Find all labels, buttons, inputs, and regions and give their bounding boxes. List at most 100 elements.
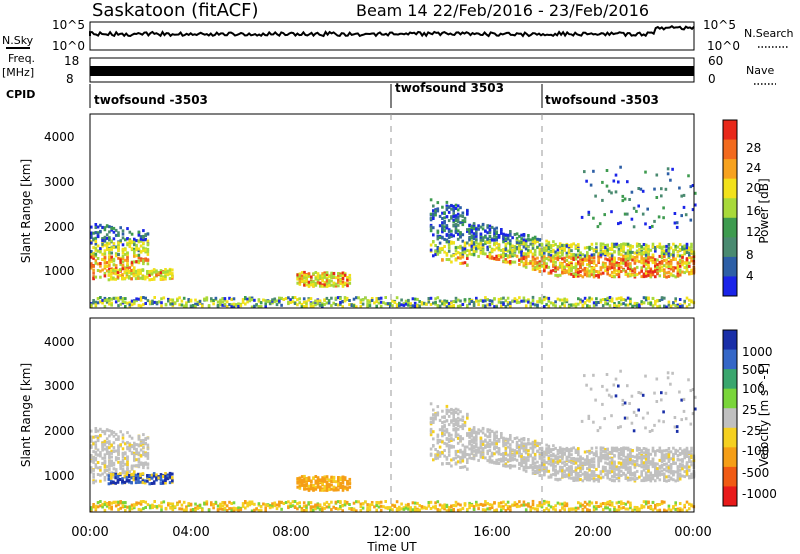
scatter-cell bbox=[112, 463, 116, 467]
scatter-cell bbox=[466, 458, 469, 462]
scatter-cell bbox=[155, 273, 158, 277]
scatter-cell bbox=[325, 488, 329, 492]
scatter-cell bbox=[642, 296, 646, 300]
scatter-cell bbox=[620, 462, 623, 466]
scatter-cell bbox=[606, 258, 609, 262]
scatter-cell bbox=[527, 466, 530, 470]
scatter-cell bbox=[515, 458, 519, 462]
scatter-cell bbox=[604, 251, 607, 255]
scatter-cell bbox=[587, 213, 591, 216]
scatter-cell bbox=[103, 249, 107, 253]
scatter-cell bbox=[307, 282, 311, 286]
scatter-cell bbox=[608, 477, 612, 481]
scatter-cell bbox=[579, 466, 582, 470]
scatter-cell bbox=[90, 445, 93, 449]
scatter-cell bbox=[223, 298, 227, 302]
scatter-cell bbox=[341, 486, 345, 490]
scatter-cell bbox=[601, 180, 604, 184]
scatter-cell bbox=[429, 429, 433, 433]
scatter-cell bbox=[504, 305, 508, 308]
scatter-cell bbox=[436, 235, 440, 239]
scatter-cell bbox=[155, 477, 158, 481]
scatter-cell bbox=[436, 441, 440, 445]
scatter-cell bbox=[314, 283, 318, 287]
scatter-cell bbox=[137, 276, 140, 280]
scatter-cell bbox=[649, 258, 653, 262]
scatter-cell bbox=[168, 481, 172, 485]
scatter-cell bbox=[432, 217, 435, 220]
scatter-cell bbox=[495, 257, 498, 261]
scatter-cell bbox=[178, 296, 181, 300]
scatter-cell bbox=[130, 467, 134, 471]
scatter-cell bbox=[572, 446, 575, 450]
scatter-cell bbox=[142, 249, 145, 253]
scatter-cell bbox=[620, 244, 623, 248]
scatter-cell bbox=[667, 271, 671, 275]
scatter-cell bbox=[547, 242, 551, 245]
scatter-cell bbox=[529, 442, 532, 446]
scatter-cell bbox=[114, 449, 118, 453]
scatter-cell bbox=[524, 462, 528, 466]
scatter-cell bbox=[613, 259, 616, 263]
scatter-cell bbox=[586, 467, 589, 471]
scatter-cell bbox=[126, 458, 129, 462]
scatter-cell bbox=[445, 233, 449, 237]
scatter-cell bbox=[447, 243, 451, 247]
scatter-cell bbox=[133, 300, 136, 304]
scatter-cell bbox=[509, 449, 512, 453]
scatter-cell bbox=[599, 244, 603, 248]
scatter-cell bbox=[511, 249, 514, 253]
scatter-cell bbox=[96, 448, 100, 452]
scatter-cell bbox=[638, 247, 641, 251]
scatter-cell bbox=[316, 482, 320, 486]
scatter-cell bbox=[579, 274, 582, 277]
scatter-cell bbox=[452, 212, 455, 216]
scatter-cell bbox=[509, 252, 512, 256]
scatter-cell bbox=[654, 249, 657, 253]
scatter-cell bbox=[441, 440, 444, 444]
scatter-cell bbox=[583, 301, 587, 305]
scatter-cell bbox=[629, 269, 632, 273]
scatter-cell bbox=[479, 444, 483, 448]
scatter-cell bbox=[590, 256, 594, 260]
scatter-cell bbox=[629, 267, 632, 271]
scatter-cell bbox=[638, 271, 641, 275]
scatter-cell bbox=[475, 238, 478, 242]
scatter-cell bbox=[470, 230, 474, 234]
scatter-cell bbox=[558, 244, 562, 248]
scatter-cell bbox=[298, 478, 302, 482]
scatter-cell bbox=[121, 467, 125, 471]
scatter-cell bbox=[641, 189, 645, 193]
scatter-cell bbox=[495, 450, 498, 454]
power-panel: Slant Range [km] 4000 3000 2000 1000 Pow… bbox=[19, 113, 771, 309]
scatter-cell bbox=[99, 300, 102, 304]
scatter-cell bbox=[402, 303, 406, 307]
scatter-cell bbox=[316, 275, 320, 279]
scatter-cell bbox=[567, 248, 571, 252]
scatter-cell bbox=[346, 278, 349, 282]
scatter-cell bbox=[121, 236, 125, 240]
scatter-cell bbox=[305, 477, 308, 481]
scatter-cell bbox=[316, 479, 320, 483]
scatter-cell bbox=[479, 436, 483, 440]
scatter-cell bbox=[456, 412, 460, 416]
scatter-cell bbox=[556, 248, 560, 252]
scatter-cell bbox=[323, 475, 327, 479]
scatter-cell bbox=[296, 481, 299, 485]
scatter-cell bbox=[633, 303, 637, 307]
scatter-cell bbox=[683, 252, 686, 256]
scatter-cell bbox=[538, 474, 542, 477]
scatter-cell bbox=[133, 453, 136, 457]
scatter-cell bbox=[119, 430, 122, 434]
freq-band bbox=[90, 66, 694, 76]
scatter-cell bbox=[543, 251, 546, 255]
scatter-cell bbox=[647, 263, 650, 267]
scatter-cell bbox=[141, 472, 145, 476]
scatter-cell bbox=[162, 270, 165, 274]
scatter-cell bbox=[626, 296, 630, 300]
scatter-cell bbox=[664, 187, 668, 191]
scatter-cell bbox=[633, 274, 637, 278]
scatter-cell bbox=[447, 450, 451, 454]
scatter-cell bbox=[346, 482, 349, 486]
scatter-cell bbox=[126, 431, 129, 435]
